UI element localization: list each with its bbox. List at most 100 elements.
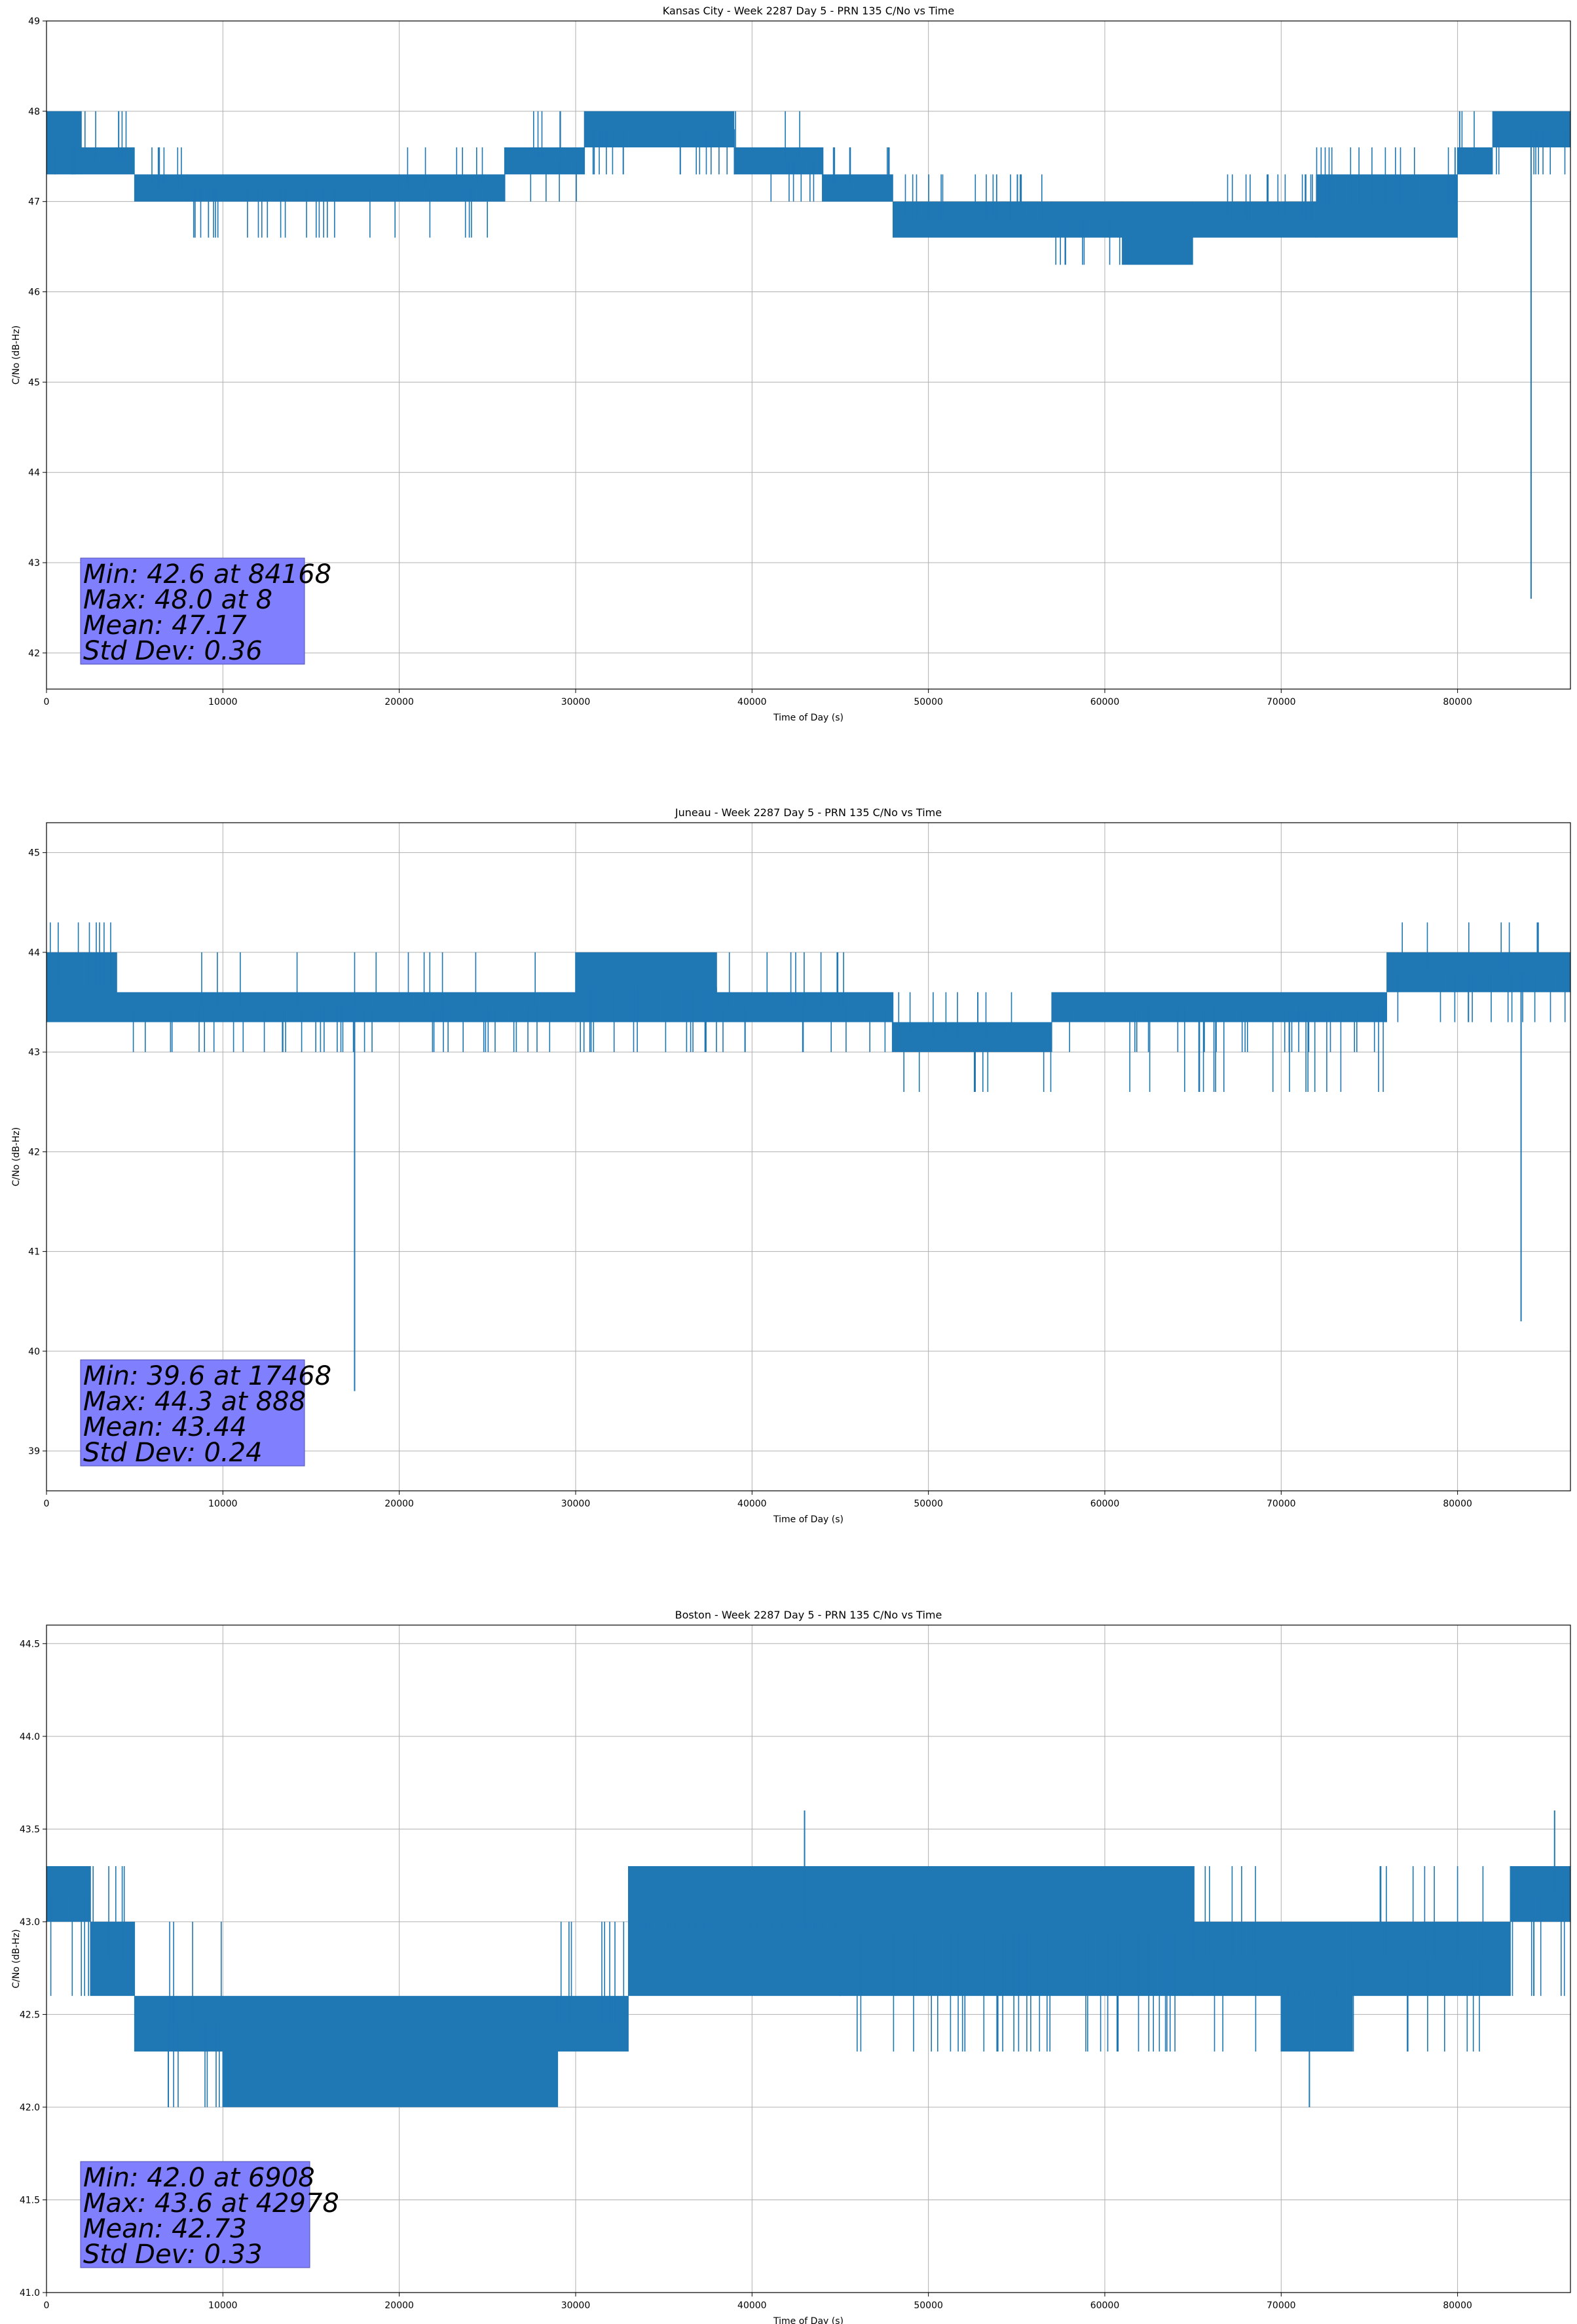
x-tick-label: 0 [44, 1499, 50, 1509]
trace-excursions [50, 1894, 89, 1996]
trace-band [1122, 201, 1193, 265]
trace-segment [398, 147, 506, 238]
x-tick-label: 10000 [208, 697, 238, 707]
stats-box-bg [80, 557, 305, 665]
trace-excursions [1512, 1894, 1565, 1996]
x-tick-label: 50000 [914, 2300, 943, 2311]
trace-band [46, 1866, 91, 1922]
stats-max: Max: 43.6 at 42978 [83, 2188, 339, 2219]
trace-segment [116, 952, 576, 1053]
y-tick-label: 49 [28, 16, 40, 27]
y-tick-label: 43 [28, 558, 40, 569]
trace-segment [716, 952, 894, 1053]
trace-excursions [407, 147, 506, 238]
y-tick-label: 46 [28, 288, 40, 298]
gridlines [46, 20, 1570, 689]
trace-excursions [1227, 174, 1313, 220]
trace-excursions [1316, 147, 1456, 206]
trace-band [584, 111, 735, 147]
trace-band [893, 201, 1052, 238]
trace-segment [628, 1866, 841, 1996]
trace-segment [46, 922, 117, 1022]
trace-excursions [722, 952, 893, 1053]
trace-band [398, 174, 506, 202]
y-tick-label: 42.5 [20, 2010, 40, 2020]
trace-excursions [1193, 1866, 1257, 2052]
trace-band [1351, 1921, 1511, 1996]
stats-box-bg [80, 1359, 305, 1467]
trace-segment [1122, 201, 1193, 265]
trace-excursions [898, 992, 1052, 1092]
x-axis-label: Time of Day (s) [773, 1514, 844, 1525]
trace-excursions [904, 174, 1043, 220]
y-tick-label: 43 [28, 1047, 40, 1058]
trace-excursions [193, 188, 396, 238]
y-axis-label: C/No (dB-Hz) [11, 1929, 22, 1988]
y-tick-label: 47 [28, 197, 40, 208]
x-tick-label: 40000 [737, 1499, 767, 1509]
trace-band [1456, 147, 1493, 175]
x-tick-label: 80000 [1443, 1499, 1472, 1509]
trace-excursions [54, 143, 76, 175]
trace-excursions [1351, 1866, 1484, 2052]
trace-band [1192, 1921, 1282, 1996]
trace-band [504, 147, 585, 175]
trace-segment [1351, 1866, 1511, 2052]
y-tick-label: 42 [28, 1147, 40, 1157]
trace-band [187, 174, 400, 202]
x-tick-label: 20000 [384, 1499, 414, 1509]
x-tick-label: 30000 [561, 2300, 591, 2311]
trace-segment [1192, 174, 1317, 238]
stats-mean: Mean: 42.73 [83, 2214, 247, 2244]
trace-segment [46, 111, 82, 175]
y-tick-label: 45 [28, 848, 40, 859]
chart-title: Kansas City - Week 2287 Day 5 - PRN 135 … [663, 5, 954, 17]
trace-segment [504, 111, 585, 202]
trace-excursions [151, 147, 182, 188]
trace-excursions [1069, 1007, 1384, 1092]
series-trace [46, 922, 1570, 1391]
stats-mean: Mean: 43.44 [83, 1412, 247, 1442]
trace-band [1051, 992, 1387, 1022]
axes-frame [46, 20, 1571, 690]
trace-band [1280, 1921, 1352, 2052]
trace-band [1316, 174, 1458, 238]
y-tick-label: 42.0 [20, 2103, 40, 2113]
trace-excursions [1129, 233, 1190, 238]
x-tick-label: 0 [44, 2300, 50, 2311]
trace-segment [1051, 201, 1122, 265]
x-axis-label: Time of Day (s) [773, 2316, 844, 2324]
trace-segment [187, 174, 400, 238]
chart-panel-1: 0 10000 20000 30000 40000 50000 60000 70000 8000… [11, 5, 1571, 723]
trace-band [628, 1866, 841, 1996]
trace-band [116, 992, 576, 1022]
x-tick-label: 50000 [914, 1499, 943, 1509]
trace-excursions [530, 111, 577, 202]
trace-segment [1051, 992, 1387, 1092]
x-axis: 0 10000 20000 30000 40000 50000 60000 70000 8000… [44, 2293, 1472, 2311]
trace-band [733, 147, 823, 175]
chart-title: Boston - Week 2287 Day 5 - PRN 135 C/No … [675, 1609, 942, 1621]
y-tick-label: 42 [28, 648, 40, 659]
trace-segment [90, 1866, 136, 1996]
trace-band [46, 111, 82, 175]
x-tick-label: 30000 [561, 1499, 591, 1509]
x-tick-label: 80000 [1443, 2300, 1472, 2311]
y-axis: 42 43 44 45 46 47 48 49 [28, 16, 46, 659]
trace-segment [1492, 111, 1570, 175]
y-tick-label: 44.0 [20, 1732, 40, 1742]
trace-band [134, 174, 188, 202]
stats-min: Min: 42.6 at 84168 [83, 559, 331, 590]
y-axis: 41.0 41.5 42.0 42.5 43.0 43.5 44.0 44.5 [20, 1639, 46, 2298]
trace-excursions [92, 1866, 125, 1959]
x-tick-label: 60000 [1090, 2300, 1120, 2311]
x-tick-label: 70000 [1267, 697, 1296, 707]
trace-excursions [1397, 922, 1566, 1022]
y-tick-label: 41.0 [20, 2288, 40, 2298]
trace-segment [822, 147, 893, 202]
trace-segment [557, 1921, 629, 2052]
trace-excursions [822, 147, 890, 188]
y-tick-label: 44.5 [20, 1639, 40, 1649]
trace-excursions [1288, 1987, 1337, 1996]
